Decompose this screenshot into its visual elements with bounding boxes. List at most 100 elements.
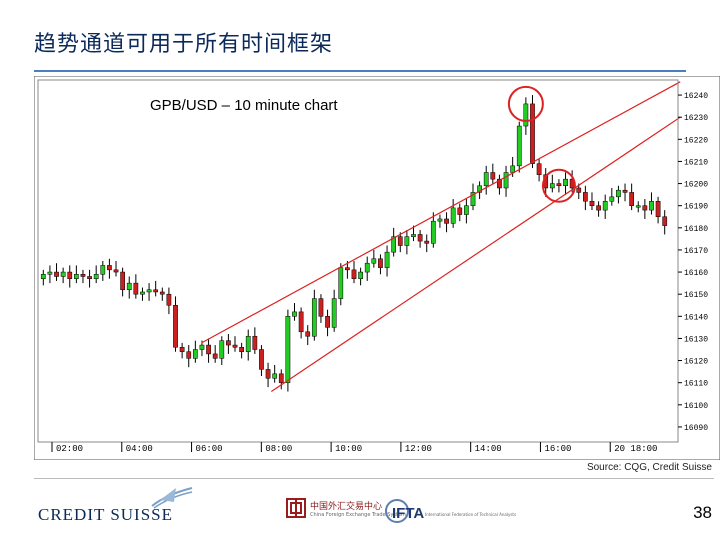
candle-body [629, 192, 635, 206]
candle-body [417, 234, 423, 242]
candle [351, 261, 357, 284]
candle-body [232, 344, 238, 348]
candle [642, 199, 648, 219]
candlestick-chart: GPB/USD – 10 minute chart 16240 16230 1622… [34, 76, 720, 460]
y-tick-label: 16240 [684, 92, 708, 101]
candle [536, 159, 542, 182]
candle-body [107, 265, 112, 271]
candle [384, 245, 390, 277]
candle-body [642, 205, 648, 211]
candle [430, 212, 436, 248]
candle-body [338, 267, 344, 299]
candle [450, 199, 456, 228]
candle-body [87, 276, 92, 279]
candle [424, 234, 430, 253]
highlight-circle [541, 168, 576, 203]
candle [556, 179, 562, 193]
candle [192, 340, 198, 363]
candle-body [113, 269, 119, 273]
candle-body [199, 344, 205, 350]
candle-body [239, 347, 244, 352]
candle-body [93, 274, 99, 279]
candle [54, 263, 59, 281]
candle-body [510, 165, 516, 173]
y-tick-label: 16230 [684, 114, 708, 123]
y-tick-label: 16170 [684, 247, 708, 256]
candle-body [67, 271, 73, 279]
candle-body [192, 349, 198, 359]
candle-body [497, 178, 502, 189]
candle-body [47, 271, 53, 275]
candle-body [397, 236, 403, 246]
x-tick-label: 04:00 [126, 444, 153, 454]
candle-body [126, 282, 132, 291]
y-tick-label: 16220 [684, 136, 708, 145]
candle [325, 309, 330, 337]
y-tick-label: 16110 [684, 380, 708, 389]
candle [159, 287, 165, 301]
candle [120, 267, 125, 297]
candle-body [54, 271, 59, 277]
y-tick-label: 16090 [684, 424, 708, 433]
candle-body [583, 192, 588, 202]
candle-body [226, 340, 231, 346]
y-tick-label: 16120 [684, 358, 708, 367]
candle [298, 307, 304, 339]
candle [219, 336, 225, 365]
candle [47, 265, 53, 284]
candle-body [503, 172, 509, 189]
candle [417, 230, 423, 248]
footer-divider [34, 478, 714, 479]
candle [338, 263, 344, 306]
candle [629, 183, 635, 211]
candle [186, 345, 192, 368]
candle [285, 309, 291, 392]
candle [232, 336, 238, 352]
china-forex-emblem-icon [286, 498, 306, 518]
candle [523, 97, 529, 135]
candle-body [364, 262, 370, 273]
chart-panel: GPB/USD – 10 minute chart 16240 16230 1622… [34, 76, 720, 460]
candle [576, 183, 582, 200]
candle [378, 254, 383, 275]
candle-body [278, 373, 284, 383]
ifta-logo: IFTA [392, 505, 425, 522]
candle [100, 261, 106, 281]
candle [305, 325, 311, 346]
candle-body [483, 172, 489, 187]
page-number: 38 [693, 503, 712, 522]
candle-body [351, 269, 357, 279]
candle [153, 280, 159, 297]
candle [437, 214, 443, 228]
candle-body [602, 201, 608, 211]
candle [40, 269, 46, 286]
title-divider [34, 70, 686, 72]
candle [80, 269, 86, 284]
candle [444, 212, 449, 233]
y-tick-label: 16210 [684, 158, 708, 167]
x-tick-label: 06:00 [196, 444, 223, 454]
candle [411, 225, 416, 242]
candle [457, 203, 463, 222]
candle [226, 334, 231, 354]
candle [609, 187, 615, 206]
candle [272, 364, 278, 383]
candle-body [404, 236, 410, 246]
candle [166, 287, 172, 315]
candle-body [272, 373, 278, 379]
candle-body [259, 349, 264, 370]
candle-body [523, 103, 529, 127]
candle [516, 121, 522, 173]
candle-body [311, 298, 317, 337]
candle-body [649, 201, 654, 211]
candle [93, 265, 99, 284]
y-tick-label: 16200 [684, 181, 708, 190]
channel-upper-line [201, 81, 681, 344]
candle-body [285, 316, 291, 383]
y-tick-label: 16140 [684, 313, 708, 322]
candle-body [212, 353, 218, 359]
candle-body [245, 335, 251, 352]
candle [596, 201, 601, 217]
slide-title: 趋势通道可用于所有时间框架 [34, 32, 334, 57]
candle-body [186, 351, 192, 359]
